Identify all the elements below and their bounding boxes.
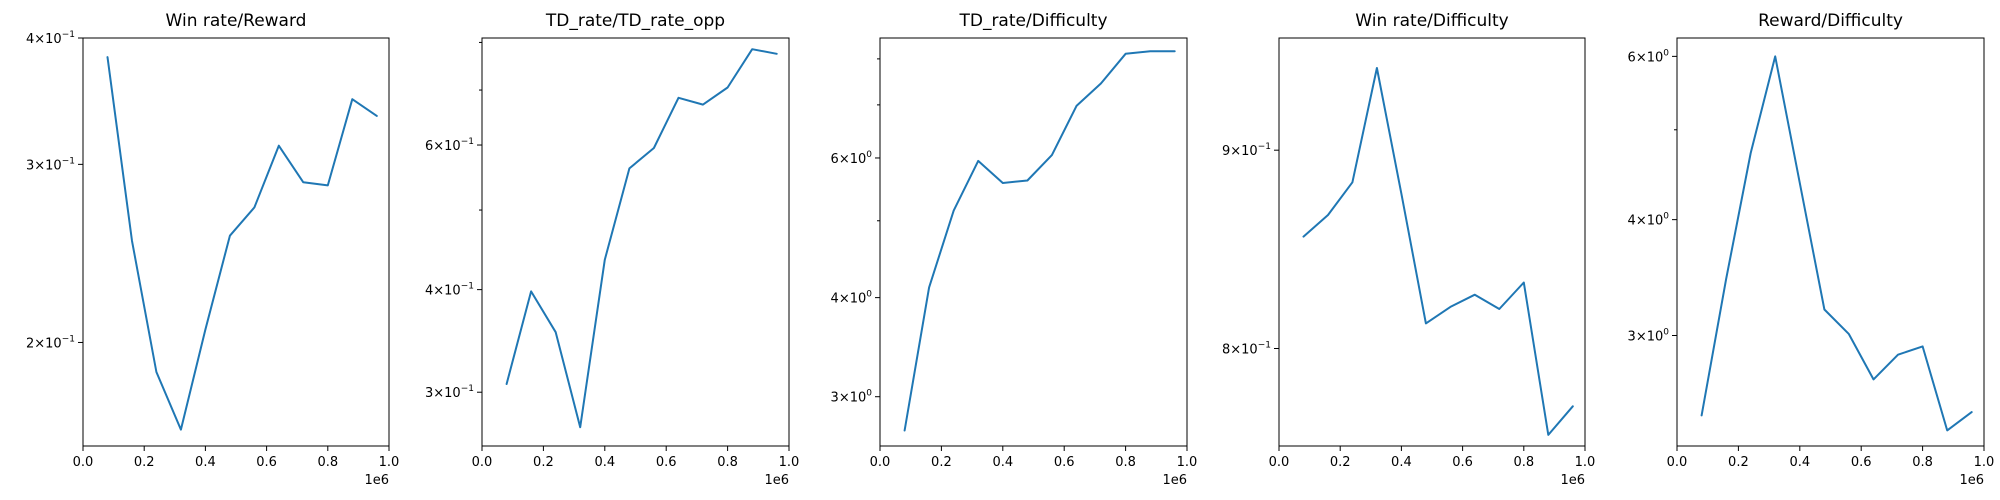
chart-title: Win rate/Reward bbox=[166, 11, 307, 31]
y-tick-label: 8×10−1 bbox=[1222, 341, 1271, 358]
y-tick-label: 2×10−1 bbox=[26, 334, 75, 351]
x-offset-label: 1e6 bbox=[764, 473, 789, 488]
x-tick-label: 0.6 bbox=[656, 455, 677, 470]
series-line bbox=[106, 56, 378, 431]
x-tick-label: 0.8 bbox=[317, 455, 338, 470]
x-tick-label: 0.2 bbox=[1330, 455, 1351, 470]
x-tick-label: 0.8 bbox=[1115, 455, 1136, 470]
chart-title: TD_rate/Difficulty bbox=[958, 11, 1107, 31]
chart-panel-1: Win rate/Reward 0.0 0.2 0.4 0.6 0.8 1.0 1e6 2×10… bbox=[26, 11, 399, 488]
chart-panel-3: TD_rate/Difficulty 0.0 0.2 0.4 0.6 0.8 1.0 1e6 3… bbox=[831, 11, 1198, 488]
x-tick-label: 1.0 bbox=[379, 455, 400, 470]
x-tick-label: 1.0 bbox=[1575, 455, 1596, 470]
x-tick-label: 1.0 bbox=[1974, 455, 1995, 470]
y-tick-label: 4×10−1 bbox=[425, 282, 474, 299]
y-tick-label: 6×100 bbox=[1628, 48, 1670, 65]
x-offset-label: 1e6 bbox=[1959, 473, 1984, 488]
plot-frame bbox=[1676, 37, 1985, 447]
x-tick-label: 0.6 bbox=[1851, 455, 1872, 470]
chart-panel-2: TD_rate/TD_rate_opp 0.0 0.2 0.4 0.6 0.8 1.0 1e6… bbox=[425, 11, 799, 488]
y-tick-label: 6×10−1 bbox=[425, 137, 474, 154]
x-tick-label: 0.4 bbox=[1391, 455, 1412, 470]
chart-panel-5: Reward/Difficulty 0.0 0.2 0.4 0.6 0.8 1.0 1e6 3×… bbox=[1628, 11, 1995, 488]
series-line bbox=[1700, 55, 1973, 432]
y-tick-label: 3×100 bbox=[831, 389, 873, 406]
x-tick-label: 0.0 bbox=[1269, 455, 1290, 470]
y-tick-label: 3×10−1 bbox=[425, 384, 474, 401]
chart-title: TD_rate/TD_rate_opp bbox=[545, 11, 725, 31]
y-tick-label: 9×10−1 bbox=[1222, 142, 1271, 159]
y-tick-label: 3×10−1 bbox=[26, 156, 75, 173]
x-tick-label: 0.6 bbox=[1054, 455, 1075, 470]
x-offset-label: 1e6 bbox=[1560, 473, 1585, 488]
y-tick-label: 4×10−1 bbox=[26, 30, 75, 47]
x-offset-label: 1e6 bbox=[1162, 473, 1187, 488]
y-tick-label: 6×100 bbox=[831, 150, 873, 167]
x-tick-label: 1.0 bbox=[1177, 455, 1198, 470]
x-tick-label: 0.8 bbox=[1912, 455, 1933, 470]
x-tick-label: 0.6 bbox=[256, 455, 277, 470]
series-line bbox=[505, 48, 778, 429]
x-tick-label: 0.2 bbox=[533, 455, 554, 470]
y-tick-label: 3×100 bbox=[1628, 327, 1670, 344]
y-tick-label: 4×100 bbox=[1628, 212, 1670, 229]
plot-frame bbox=[82, 37, 390, 447]
x-tick-label: 0.4 bbox=[594, 455, 615, 470]
chart-title: Reward/Difficulty bbox=[1758, 11, 1903, 31]
x-tick-label: 0.4 bbox=[992, 455, 1013, 470]
x-tick-label: 0.6 bbox=[1452, 455, 1473, 470]
x-tick-label: 0.8 bbox=[1513, 455, 1534, 470]
x-tick-label: 0.4 bbox=[1789, 455, 1810, 470]
plot-frame bbox=[1278, 37, 1586, 447]
x-tick-label: 0.2 bbox=[134, 455, 155, 470]
x-tick-label: 0.4 bbox=[195, 455, 216, 470]
x-tick-label: 0.2 bbox=[931, 455, 952, 470]
chart-title: Win rate/Difficulty bbox=[1355, 11, 1508, 31]
plot-frame bbox=[879, 37, 1188, 447]
series-line bbox=[903, 50, 1176, 432]
y-tick-label: 4×100 bbox=[831, 290, 873, 307]
series-line bbox=[1302, 67, 1574, 436]
chart-panel-4: Win rate/Difficulty 0.0 0.2 0.4 0.6 0.8 1.0 1e6… bbox=[1222, 11, 1595, 488]
x-tick-label: 0.0 bbox=[472, 455, 493, 470]
x-offset-label: 1e6 bbox=[364, 473, 389, 488]
x-tick-label: 0.8 bbox=[717, 455, 738, 470]
x-tick-label: 0.0 bbox=[73, 455, 94, 470]
plot-frame bbox=[481, 37, 790, 447]
x-tick-label: 0.2 bbox=[1728, 455, 1749, 470]
x-tick-label: 0.0 bbox=[870, 455, 891, 470]
x-tick-label: 0.0 bbox=[1667, 455, 1688, 470]
x-tick-label: 1.0 bbox=[779, 455, 800, 470]
